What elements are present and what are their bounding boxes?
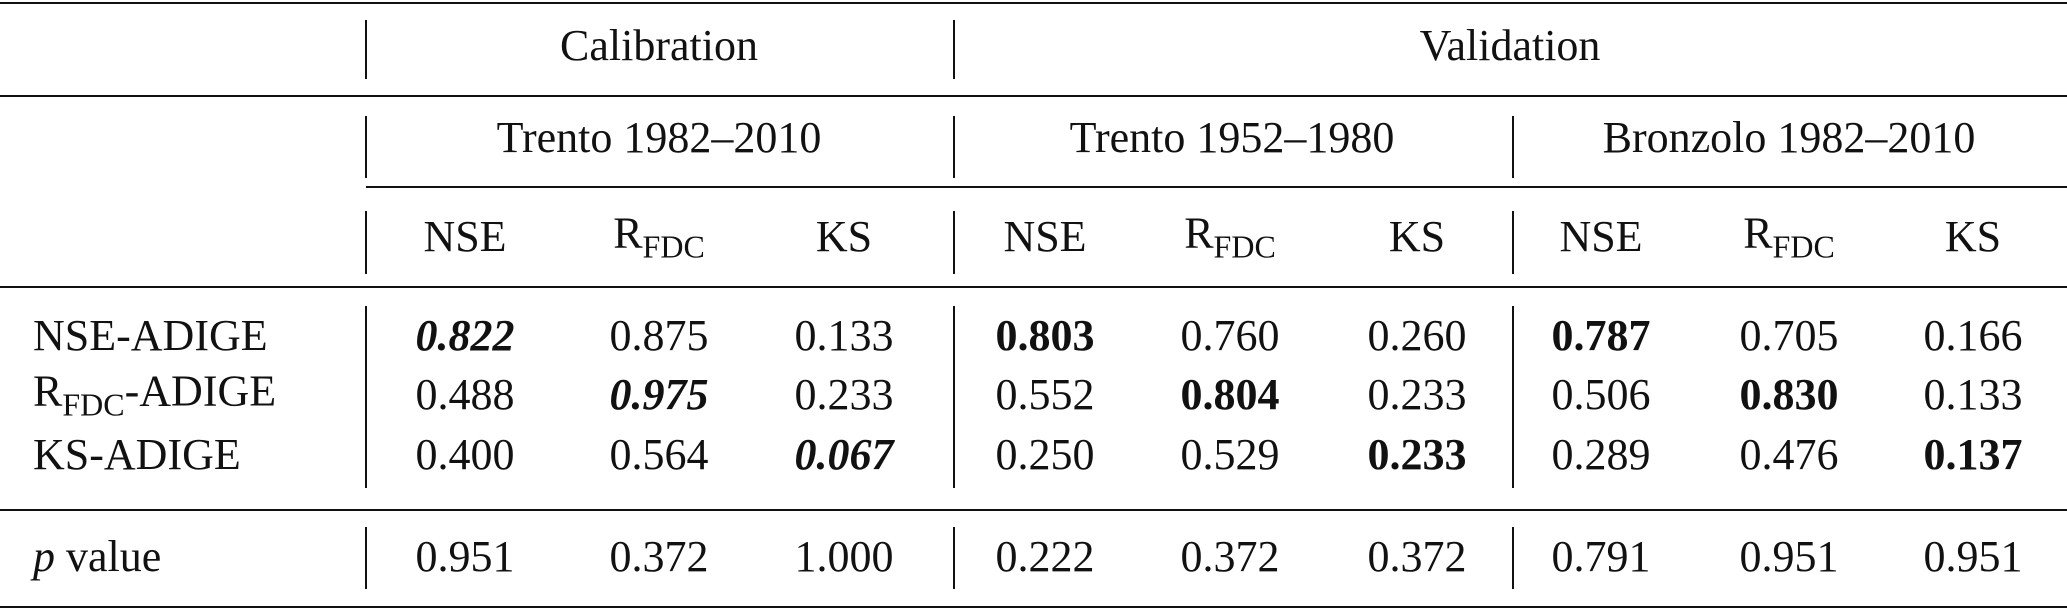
cell: 0.250: [995, 430, 1095, 479]
cell: 0.787: [1551, 311, 1651, 360]
metric-header: RFDC: [1184, 208, 1276, 265]
rule: [1512, 211, 1514, 274]
text-part: NSE-ADIGE: [33, 311, 268, 360]
text-part: KS: [815, 212, 873, 261]
text-part: R: [33, 366, 63, 416]
text-part: FDC: [642, 228, 705, 265]
cell: 0.137: [1923, 430, 2023, 479]
cell: 0.372: [1180, 532, 1280, 581]
text-part: KS-ADIGE: [33, 430, 241, 479]
metric-header: RFDC: [1743, 208, 1835, 265]
text-part: p: [33, 532, 55, 581]
rule: [0, 95, 2067, 97]
rule: [953, 527, 955, 589]
cell: 0.233: [1367, 370, 1467, 419]
cell: 1.000: [794, 532, 894, 581]
metric-header: KS: [816, 215, 872, 259]
cell: 0.529: [1180, 430, 1280, 479]
rule: [365, 20, 367, 79]
text-part: FDC: [62, 386, 125, 423]
rule: [1512, 116, 1514, 178]
rule: [0, 286, 2067, 288]
text-part: R: [613, 208, 643, 258]
row-label: KS-ADIGE: [33, 433, 241, 477]
period-header: Trento 1982–2010: [496, 113, 822, 162]
cell: 0.822: [415, 311, 515, 360]
cell: 0.552: [995, 370, 1095, 419]
period-header: Trento 1952–1980: [1069, 113, 1395, 162]
text-part: NSE: [423, 212, 507, 261]
cell: 0.233: [794, 370, 894, 419]
cell: 0.791: [1551, 532, 1651, 581]
metric-header: NSE: [1003, 215, 1086, 259]
cell: 0.506: [1551, 370, 1651, 419]
text-part: -ADIGE: [124, 366, 277, 416]
cell: 0.233: [1367, 430, 1467, 479]
text-part: R: [1743, 208, 1773, 258]
rule: [365, 527, 367, 589]
text-part: KS: [1944, 212, 2002, 261]
cell: 0.564: [609, 430, 709, 479]
text-part: FDC: [1213, 228, 1276, 265]
rule: [365, 116, 367, 178]
text-part: KS: [1388, 212, 1446, 261]
cell: 0.804: [1180, 370, 1280, 419]
cell: 0.830: [1739, 370, 1839, 419]
rule: [365, 211, 367, 274]
cell: 0.975: [609, 370, 709, 419]
cell: 0.951: [1739, 532, 1839, 581]
metric-header: RFDC: [613, 208, 705, 265]
rule: [0, 509, 2067, 511]
cell: 0.133: [1923, 370, 2023, 419]
rule: [0, 2, 2067, 4]
text-part: value: [55, 532, 162, 581]
cell: 0.875: [609, 311, 709, 360]
rule: [953, 211, 955, 274]
cell: 0.951: [1923, 532, 2023, 581]
text-part: NSE: [1559, 212, 1643, 261]
period-header: Bronzolo 1982–2010: [1602, 113, 1976, 162]
cell: 0.476: [1739, 430, 1839, 479]
row-label: RFDC-ADIGE: [33, 366, 277, 423]
cell: 0.372: [609, 532, 709, 581]
cell: 0.166: [1923, 311, 2023, 360]
rule: [366, 186, 2067, 188]
cell: 0.067: [794, 430, 894, 479]
text-part: FDC: [1772, 228, 1835, 265]
rule: [1512, 306, 1514, 488]
cell: 0.400: [415, 430, 515, 479]
cell: 0.803: [995, 311, 1095, 360]
cell: 0.222: [995, 532, 1095, 581]
rule: [953, 20, 955, 79]
cell: 0.372: [1367, 532, 1467, 581]
row-label: p value: [33, 535, 161, 579]
cell: 0.951: [415, 532, 515, 581]
metric-header: NSE: [1559, 215, 1642, 259]
cell: 0.488: [415, 370, 515, 419]
cell: 0.289: [1551, 430, 1651, 479]
metric-header: KS: [1945, 215, 2001, 259]
rule: [1512, 527, 1514, 589]
rule: [365, 306, 367, 488]
cell: 0.260: [1367, 311, 1467, 360]
group-header: Calibration: [560, 21, 758, 70]
row-label: NSE-ADIGE: [33, 314, 268, 358]
cell: 0.133: [794, 311, 894, 360]
group-header: Validation: [1419, 21, 1601, 70]
rule: [0, 606, 2067, 608]
cell: 0.705: [1739, 311, 1839, 360]
cell: 0.760: [1180, 311, 1280, 360]
metric-header: KS: [1389, 215, 1445, 259]
rule: [953, 306, 955, 488]
rule: [953, 116, 955, 178]
text-part: R: [1184, 208, 1214, 258]
metric-header: NSE: [423, 215, 506, 259]
text-part: NSE: [1003, 212, 1087, 261]
